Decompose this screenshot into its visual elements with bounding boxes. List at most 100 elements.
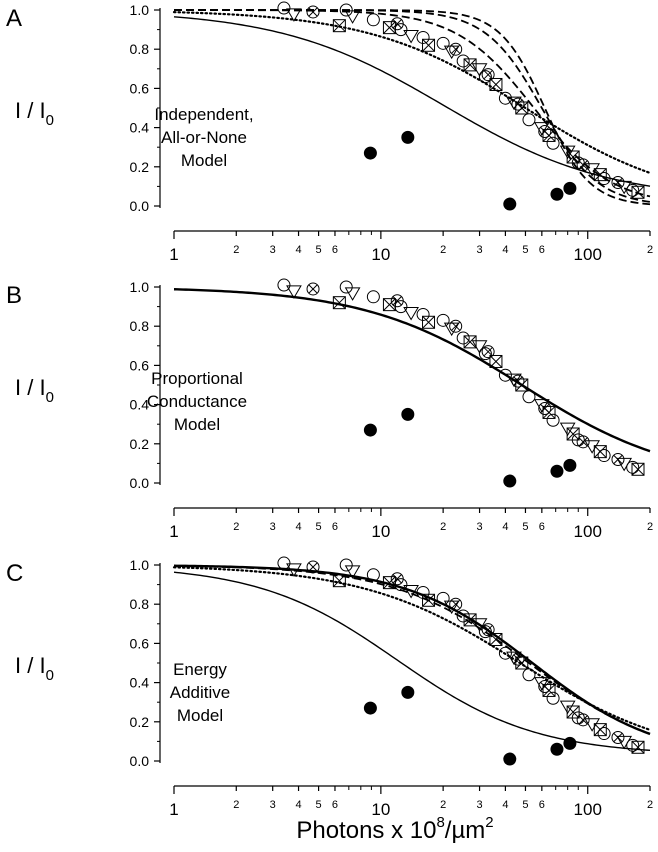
triangle-point (344, 565, 361, 579)
x-tick-label: 100 (574, 245, 602, 264)
open-circle-point (277, 1, 291, 15)
boxed-x-square (515, 378, 529, 392)
circled-x-point (449, 42, 463, 56)
triangle-point (559, 145, 576, 160)
x-tick-label: 2 (233, 521, 239, 533)
boxed-x-point (332, 296, 346, 310)
boxed-x-stroke (631, 462, 645, 476)
x-axis-title: Photons x 108/µm2 (296, 814, 493, 844)
boxed-x-square (422, 593, 436, 607)
x-tick-label: 2 (440, 244, 446, 256)
open-circle-point (436, 591, 450, 605)
circled-x-point (481, 345, 495, 359)
x-tick-label: 2 (233, 244, 239, 256)
boxed-x-point (332, 19, 346, 33)
boxed-x-square (489, 632, 503, 646)
model-label-line: Additive (170, 683, 230, 702)
circled-x-stroke (483, 347, 493, 357)
triangle-point (286, 563, 302, 577)
boxed-x-square (332, 19, 346, 33)
circled-x-ring (306, 5, 320, 19)
circled-x-stroke (578, 437, 588, 447)
boxed-x-point (593, 723, 607, 737)
triangle-point (533, 122, 550, 136)
open-circle-point (626, 460, 640, 474)
circled-x-point (538, 125, 552, 139)
open-circle-point (478, 625, 492, 639)
boxed-x-point (631, 740, 645, 754)
y-tick-label: 0.0 (130, 753, 150, 769)
boxed-x-stroke (566, 150, 580, 164)
boxed-x-square (566, 427, 580, 441)
circled-x-stroke (392, 19, 402, 29)
fit-curve (173, 288, 651, 453)
open-circle-point (456, 331, 470, 345)
y-axis-title-main: I / I (15, 98, 46, 123)
filled-circle-point (563, 458, 577, 472)
boxed-x-point (566, 705, 580, 719)
circled-x-point (576, 435, 590, 449)
y-axis-title-subscript: 0 (46, 112, 54, 129)
boxed-x-point (382, 298, 396, 312)
boxed-x-point (489, 354, 503, 368)
triangle-point (443, 322, 460, 337)
open-circle-point (597, 449, 611, 463)
circled-x-ring (390, 572, 404, 586)
x-tick-label: 5 (316, 244, 322, 256)
circled-x-stroke (540, 682, 550, 691)
circled-x-point (306, 560, 320, 574)
circled-x-stroke (308, 7, 318, 17)
boxed-x-stroke (422, 38, 435, 52)
y-tick-label: 0.0 (130, 475, 150, 491)
panel-letter: C (6, 560, 23, 587)
boxed-x-square (566, 705, 580, 719)
boxed-x-point (631, 185, 645, 199)
circled-x-stroke (451, 44, 461, 54)
boxed-x-stroke (422, 593, 435, 607)
x-tick-label: 4 (295, 521, 301, 533)
triangle-point (286, 285, 302, 299)
circled-x-point (611, 452, 625, 466)
panel-letter: B (6, 282, 22, 309)
circled-x-stroke (451, 599, 461, 609)
circled-x-ring (538, 402, 552, 416)
x-tick-label: 4 (295, 799, 301, 811)
open-circle-point (416, 307, 430, 321)
open-circle-point (546, 413, 560, 427)
circled-x-point (390, 294, 404, 308)
open-circle-point (277, 278, 291, 292)
triangle-point (533, 399, 550, 413)
x-tick-label: 6 (332, 799, 338, 811)
open-circle-point (366, 290, 380, 304)
boxed-x-stroke (566, 705, 580, 719)
boxed-x-square (542, 128, 556, 142)
x-tick-label: 5 (522, 799, 528, 811)
triangle-point (559, 700, 576, 715)
x-tick-label: 6 (539, 244, 545, 256)
open-circle-point (597, 727, 611, 741)
x-tick-label: 6 (332, 244, 338, 256)
open-circle-point (626, 183, 640, 197)
boxed-x-square (382, 298, 396, 312)
boxed-x-point (489, 77, 503, 91)
x-tick-label: 2 (647, 799, 653, 811)
filled-circle-point (363, 146, 377, 160)
x-tick-label: 100 (574, 522, 602, 541)
boxed-x-point (566, 150, 580, 164)
filled-circle-point (550, 464, 564, 478)
triangle-point (344, 287, 361, 301)
circled-x-ring (538, 125, 552, 139)
boxed-x-stroke (422, 315, 435, 329)
open-circle-point (277, 556, 291, 570)
model-label-line: Conductance (147, 392, 247, 411)
triangle-point (403, 584, 419, 599)
open-circle-point (498, 368, 512, 382)
triangle-point (443, 45, 460, 60)
circled-x-stroke (540, 127, 550, 136)
boxed-x-stroke (566, 427, 580, 441)
x-tick-label: 1 (169, 800, 178, 819)
x-tick-label: 3 (477, 244, 483, 256)
y-tick-label: 0.8 (130, 318, 150, 334)
x-axis-title-main: Photons x 10 (296, 817, 436, 844)
circled-x-stroke (513, 654, 523, 664)
